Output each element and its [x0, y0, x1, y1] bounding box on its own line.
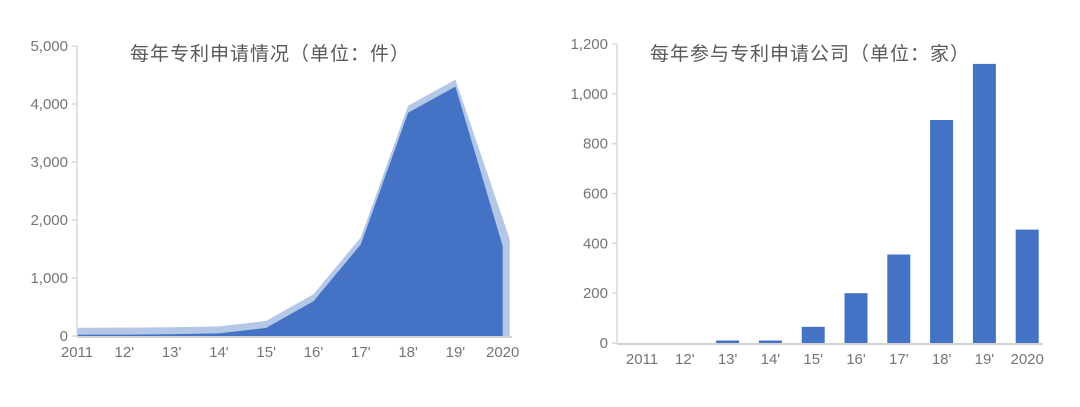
y-axis-tick-label: 0: [60, 328, 68, 345]
y-axis-tick-label: 5,000: [30, 38, 68, 55]
y-axis-tick-label: 400: [583, 235, 608, 252]
bar-series-bar: [801, 326, 825, 343]
x-axis-tick-label: 14': [761, 351, 781, 368]
x-axis-tick-label: 12': [115, 344, 135, 361]
bar-series-bar: [972, 63, 996, 344]
y-axis-tick-label: 4,000: [30, 96, 68, 113]
bar-chart-svg: 0 200 400 600 800 1,000 1,200 2011 12' 13' 14' 15' 1…: [570, 36, 1044, 368]
y-axis-tick-label: 1,000: [30, 270, 68, 287]
y-axis-tick-label: 600: [583, 186, 608, 203]
y-axis-tick-label: 200: [583, 285, 608, 302]
x-axis-tick-label: 2011: [61, 344, 93, 361]
x-axis-tick-label: 2020: [486, 344, 519, 361]
x-axis-tick-label: 19': [446, 344, 466, 361]
y-axis-tick-label: 1,000: [570, 86, 608, 103]
participating-companies-bar-chart: 0 200 400 600 800 1,000 1,200 2011 12' 13' 14' 15' 1…: [540, 0, 1080, 407]
y-axis-tick-label: 1,200: [570, 36, 608, 53]
x-axis-tick-label: 12': [675, 351, 695, 368]
area-series: [77, 86, 503, 336]
x-axis-tick-label: 19': [975, 351, 995, 368]
x-axis-tick-label: 17': [889, 351, 909, 368]
x-axis-tick-label: 15': [256, 344, 276, 361]
bar-series-bar: [1015, 229, 1039, 343]
x-axis-tick-label: 18': [398, 344, 418, 361]
bar-series-bar: [844, 293, 868, 343]
y-axis-tick-label: 0: [600, 335, 608, 352]
x-axis-tick-label: 16': [304, 344, 324, 361]
bar-series-bar: [716, 340, 740, 343]
x-axis-tick-label: 17': [351, 344, 371, 361]
area-chart-svg: 0 1,000 2,000 3,000 4,000 5,000 2011 12' 13' 14' 1…: [30, 38, 519, 361]
bar-series-bar: [887, 254, 911, 343]
x-axis-tick-label: 14': [209, 344, 229, 361]
x-axis-tick-label: 2020: [1011, 351, 1044, 368]
area-chart-title: 每年专利申请情况（单位：件）: [129, 44, 410, 65]
x-axis-tick-label: 13': [718, 351, 738, 368]
x-axis-tick-label: 16': [846, 351, 866, 368]
bar-series-bar: [930, 120, 954, 343]
y-axis-tick-label: 800: [583, 136, 608, 153]
x-axis-tick-label: 2011: [626, 351, 658, 368]
bar-series-bar: [758, 340, 782, 343]
y-axis-tick-label: 3,000: [30, 154, 68, 171]
x-axis-tick-label: 18': [932, 351, 952, 368]
x-axis-tick-label: 13': [162, 344, 182, 361]
x-axis-tick-label: 15': [803, 351, 823, 368]
patent-applications-area-chart: 0 1,000 2,000 3,000 4,000 5,000 2011 12' 13' 14' 1…: [30, 38, 519, 361]
y-axis-tick-label: 2,000: [30, 212, 68, 229]
bar-chart-title: 每年参与专利申请公司（单位：家）: [649, 44, 970, 65]
